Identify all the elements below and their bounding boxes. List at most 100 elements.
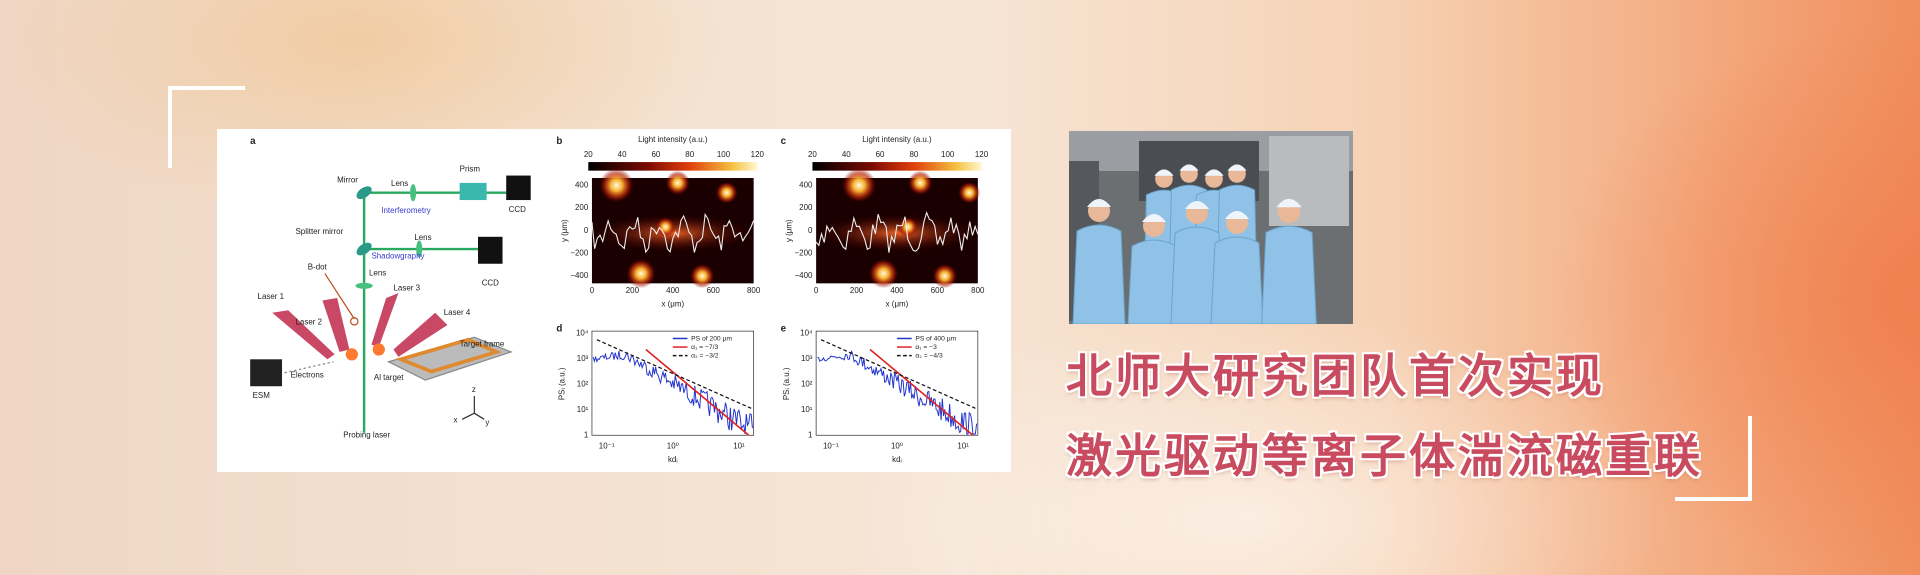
x-tick-label: 10⁰ bbox=[667, 441, 679, 450]
team-photo bbox=[1069, 131, 1353, 324]
diagram-label: Al target bbox=[374, 373, 404, 382]
diagram-label: B-dot bbox=[308, 263, 328, 272]
diagram-label: Laser 4 bbox=[444, 308, 471, 317]
colorbar-tick: 100 bbox=[941, 150, 955, 159]
legend-label: α₁ = −3 bbox=[915, 344, 937, 351]
x-tick-label: 10⁻¹ bbox=[823, 441, 839, 450]
person-cap bbox=[1154, 169, 1174, 176]
y-tick-label: 10⁴ bbox=[576, 329, 589, 338]
colorbar-tick: 80 bbox=[909, 150, 918, 159]
science-figure: a Mirror Lens Prism CCD Interferometry S… bbox=[217, 129, 1011, 472]
x-axis-label: kdᵢ bbox=[892, 455, 902, 464]
colorbar-title: Light intensity (a.u.) bbox=[638, 135, 708, 144]
colorbar-tick: 120 bbox=[975, 150, 989, 159]
diagram-label: Laser 2 bbox=[296, 318, 323, 327]
y-tick-label: 1 bbox=[584, 430, 589, 439]
corner-bracket bbox=[1675, 497, 1752, 501]
legend-label: PS of 400 μm bbox=[915, 335, 956, 342]
x-tick-label: 400 bbox=[666, 286, 680, 295]
y-tick-label: 10³ bbox=[577, 354, 589, 363]
diagram-label: Lens bbox=[391, 179, 408, 188]
heatmap-blob bbox=[689, 263, 715, 289]
y-tick-label: 10¹ bbox=[801, 405, 813, 414]
legend-label: PS of 200 μm bbox=[691, 335, 732, 342]
diagram-label: Shadowgraphy bbox=[371, 252, 424, 261]
x-tick-label: 200 bbox=[850, 286, 864, 295]
x-tick-label: 800 bbox=[747, 286, 761, 295]
heatmap-blob bbox=[841, 168, 877, 203]
colorbar-tick: 20 bbox=[808, 150, 817, 159]
person-cap bbox=[1185, 201, 1209, 209]
setup-diagram bbox=[250, 175, 531, 433]
colorbar-tick: 40 bbox=[842, 150, 851, 159]
corner-bracket bbox=[1748, 416, 1752, 500]
diagram-label: Interferometry bbox=[381, 206, 431, 215]
x-tick-label: 800 bbox=[971, 286, 985, 295]
y-tick-label: 10¹ bbox=[577, 405, 589, 414]
y-tick-label: 10³ bbox=[801, 354, 813, 363]
fit-line bbox=[869, 348, 974, 436]
person-body bbox=[1261, 225, 1317, 324]
fit-line bbox=[820, 339, 976, 409]
colorbar-title: Light intensity (a.u.) bbox=[862, 135, 932, 144]
diagram-label: Probing laser bbox=[343, 430, 390, 439]
y-tick-label: −200 bbox=[570, 248, 588, 257]
plot-frame bbox=[591, 330, 755, 436]
diagram-label: ESM bbox=[253, 391, 270, 400]
heatmap-blob bbox=[958, 181, 981, 204]
diagram-label: Prism bbox=[460, 165, 481, 174]
y-axis-label: PSᵢ (a.u.) bbox=[782, 367, 791, 400]
plot-frame bbox=[815, 330, 979, 436]
diagram-label: CCD bbox=[509, 205, 526, 214]
colorbar-tick: 40 bbox=[618, 150, 627, 159]
colorbar bbox=[588, 162, 758, 171]
x-tick-label: 10⁻¹ bbox=[599, 441, 615, 450]
panel-label: a bbox=[250, 136, 256, 147]
y-tick-label: 0 bbox=[808, 226, 813, 235]
heatmap-blob bbox=[655, 217, 676, 237]
spectrum-line bbox=[592, 351, 753, 435]
panel-label: c bbox=[781, 136, 787, 147]
colorbar-tick: 80 bbox=[685, 150, 694, 159]
diagram-label: Target frame bbox=[460, 340, 505, 349]
y-axis-label: y (μm) bbox=[560, 219, 569, 242]
colorbar-tick: 60 bbox=[876, 150, 885, 159]
headline: 激光驱动等离子体湍流磁重联 bbox=[1066, 429, 1703, 483]
x-tick-label: 10⁰ bbox=[891, 441, 903, 450]
y-axis-label: PSᵢ (a.u.) bbox=[558, 367, 567, 400]
heatmap-blob bbox=[908, 170, 933, 196]
y-tick-label: −400 bbox=[795, 271, 813, 280]
person-cap bbox=[1276, 198, 1302, 208]
profile-line bbox=[815, 211, 979, 253]
y-tick-label: 1 bbox=[808, 430, 813, 439]
panel-label: e bbox=[781, 323, 787, 334]
x-tick-label: 10¹ bbox=[733, 441, 745, 450]
y-tick-label: 0 bbox=[584, 226, 589, 235]
heatmap-blob bbox=[626, 258, 656, 289]
y-tick-label: 200 bbox=[575, 203, 589, 212]
y-tick-label: −400 bbox=[570, 271, 588, 280]
x-tick-label: 600 bbox=[707, 286, 721, 295]
colorbar bbox=[812, 162, 982, 171]
x-axis-label: kdᵢ bbox=[668, 455, 678, 464]
person-cap bbox=[1227, 164, 1247, 171]
person-body bbox=[1170, 226, 1224, 324]
panel-label: d bbox=[556, 323, 562, 334]
y-tick-label: 400 bbox=[575, 180, 589, 189]
heatmap-blob bbox=[932, 263, 957, 289]
colorbar-tick: 60 bbox=[651, 150, 660, 159]
x-tick-label: 0 bbox=[590, 286, 595, 295]
diagram-label: Laser 3 bbox=[394, 283, 421, 292]
corner-bracket bbox=[168, 86, 245, 90]
y-tick-label: 10² bbox=[577, 380, 589, 389]
corner-bracket bbox=[168, 86, 172, 168]
spectrum-line bbox=[817, 350, 978, 435]
person-cap bbox=[1179, 164, 1199, 171]
fit-line bbox=[596, 339, 752, 409]
y-tick-label: 10⁴ bbox=[800, 329, 813, 338]
heatmap-blob bbox=[715, 181, 738, 204]
x-tick-label: 10¹ bbox=[957, 441, 969, 450]
legend-label: α₂ = −3/2 bbox=[691, 352, 719, 359]
legend-label: α₂ = −4/3 bbox=[915, 352, 943, 359]
